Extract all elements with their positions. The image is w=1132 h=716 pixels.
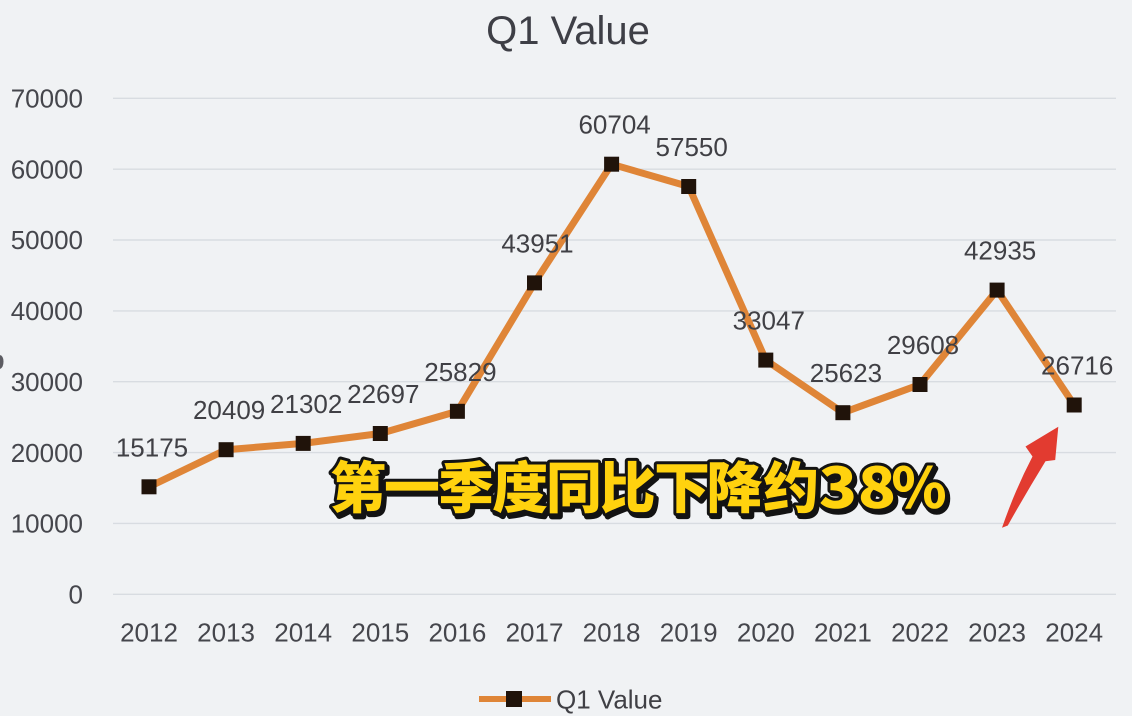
svg-text:20409: 20409	[193, 395, 265, 425]
svg-text:2019: 2019	[660, 618, 718, 648]
svg-text:33047: 33047	[733, 306, 805, 336]
svg-text:43951: 43951	[501, 228, 573, 258]
svg-text:26716: 26716	[1041, 351, 1113, 381]
svg-text:25623: 25623	[810, 358, 882, 388]
svg-text:2022: 2022	[891, 618, 949, 648]
svg-text:2014: 2014	[274, 618, 332, 648]
svg-text:70000: 70000	[11, 84, 83, 114]
svg-text:29608: 29608	[887, 330, 959, 360]
svg-text:2020: 2020	[737, 618, 795, 648]
svg-text:2018: 2018	[583, 618, 641, 648]
svg-text:25829: 25829	[424, 357, 496, 387]
svg-text:2012: 2012	[120, 618, 178, 648]
svg-text:2023: 2023	[968, 618, 1026, 648]
svg-text:60000: 60000	[11, 154, 83, 184]
svg-text:20000: 20000	[11, 438, 83, 468]
svg-text:2021: 2021	[814, 618, 872, 648]
svg-text:10000: 10000	[11, 509, 83, 539]
svg-text:15175: 15175	[116, 432, 188, 462]
svg-text:0: 0	[69, 580, 83, 610]
svg-text:2015: 2015	[351, 618, 409, 648]
svg-text:60704: 60704	[578, 110, 650, 140]
svg-text:2016: 2016	[428, 618, 486, 648]
svg-text:21302: 21302	[270, 389, 342, 419]
svg-text:57550: 57550	[656, 132, 728, 162]
svg-text:30000: 30000	[11, 367, 83, 397]
svg-text:Q1 Value: Q1 Value	[556, 685, 662, 715]
svg-text:22697: 22697	[347, 379, 419, 409]
svg-text:Q1 Value: Q1 Value	[486, 9, 650, 53]
svg-text:50000: 50000	[11, 225, 83, 255]
svg-text:42935: 42935	[964, 236, 1036, 266]
svg-text:2024: 2024	[1045, 618, 1103, 648]
svg-text:2013: 2013	[197, 618, 255, 648]
svg-text:2017: 2017	[506, 618, 564, 648]
svg-text:40000: 40000	[11, 296, 83, 326]
